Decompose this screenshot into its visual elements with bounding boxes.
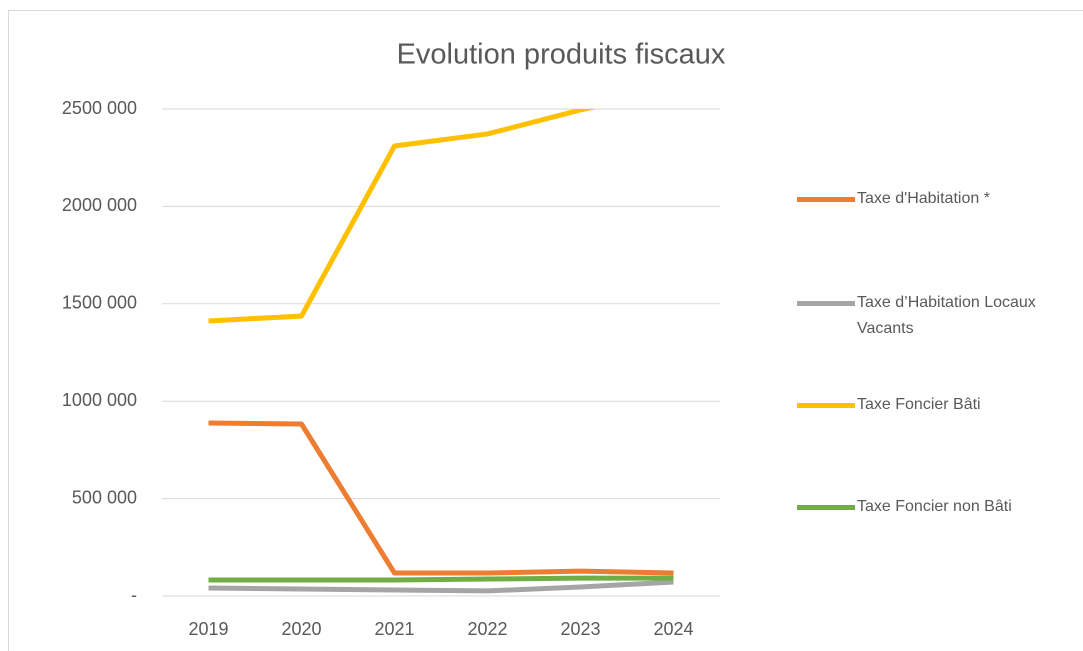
y-tick-label: 2500 000 [62,98,137,118]
legend-item: Taxe Foncier non Bâti [797,494,1037,520]
plot [208,109,674,594]
legend-item: Taxe d’Habitation Locaux Vacants [797,290,1037,342]
legend-label: Taxe Foncier non Bâti [857,498,1012,515]
x-tick-label: 2022 [467,619,507,639]
x-tick-label: 2021 [374,619,414,639]
x-tick-label: 2023 [560,619,600,639]
series-line [208,575,674,583]
series-line [208,579,674,594]
chart-title: Evolution produits fiscaux [397,39,726,71]
series-line [208,109,597,324]
y-tick-label: - [131,585,137,605]
series-line [208,420,674,576]
legend-swatch [797,505,855,510]
legend-label: Taxe d’Habitation Locaux Vacants [857,294,1036,337]
chart-border [8,10,1083,651]
legend-swatch [797,301,855,306]
legend-swatch [797,403,855,408]
legend-swatch [797,197,855,202]
x-tick-label: 2024 [653,619,693,639]
y-tick-label: 1000 000 [62,390,137,410]
y-tick-label: 1500 000 [62,293,137,313]
y-tick-label: 2000 000 [62,195,137,215]
legend-item: Taxe Foncier Bâti [797,392,1037,418]
legend-label: Taxe d'Habitation * [857,190,990,207]
y-tick-label: 500 000 [72,487,137,507]
legend-label: Taxe Foncier Bâti [857,396,981,413]
legend-item: Taxe d'Habitation * [797,186,1037,212]
x-tick-label: 2020 [281,619,321,639]
x-tick-label: 2019 [188,619,228,639]
